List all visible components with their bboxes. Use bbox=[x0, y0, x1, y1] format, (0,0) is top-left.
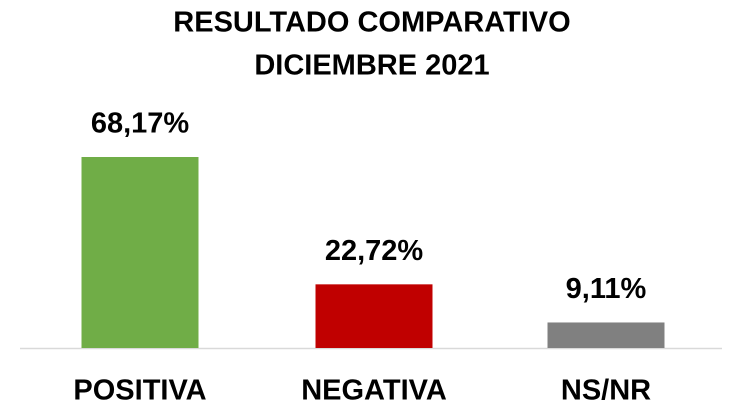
bar bbox=[315, 284, 433, 348]
value-label: 22,72% bbox=[325, 235, 424, 267]
chart-title: DICIEMBRE 2021 bbox=[254, 50, 489, 82]
x-tick-label: POSITIVA bbox=[73, 375, 206, 407]
bar bbox=[81, 157, 199, 348]
chart-title: RESULTADO COMPARATIVO bbox=[173, 7, 570, 39]
value-label: 68,17% bbox=[91, 108, 190, 140]
x-tick-label: NEGATIVA bbox=[301, 375, 447, 407]
bar bbox=[547, 322, 665, 348]
value-label: 9,11% bbox=[566, 273, 647, 305]
x-tick-label: NS/NR bbox=[561, 375, 651, 407]
